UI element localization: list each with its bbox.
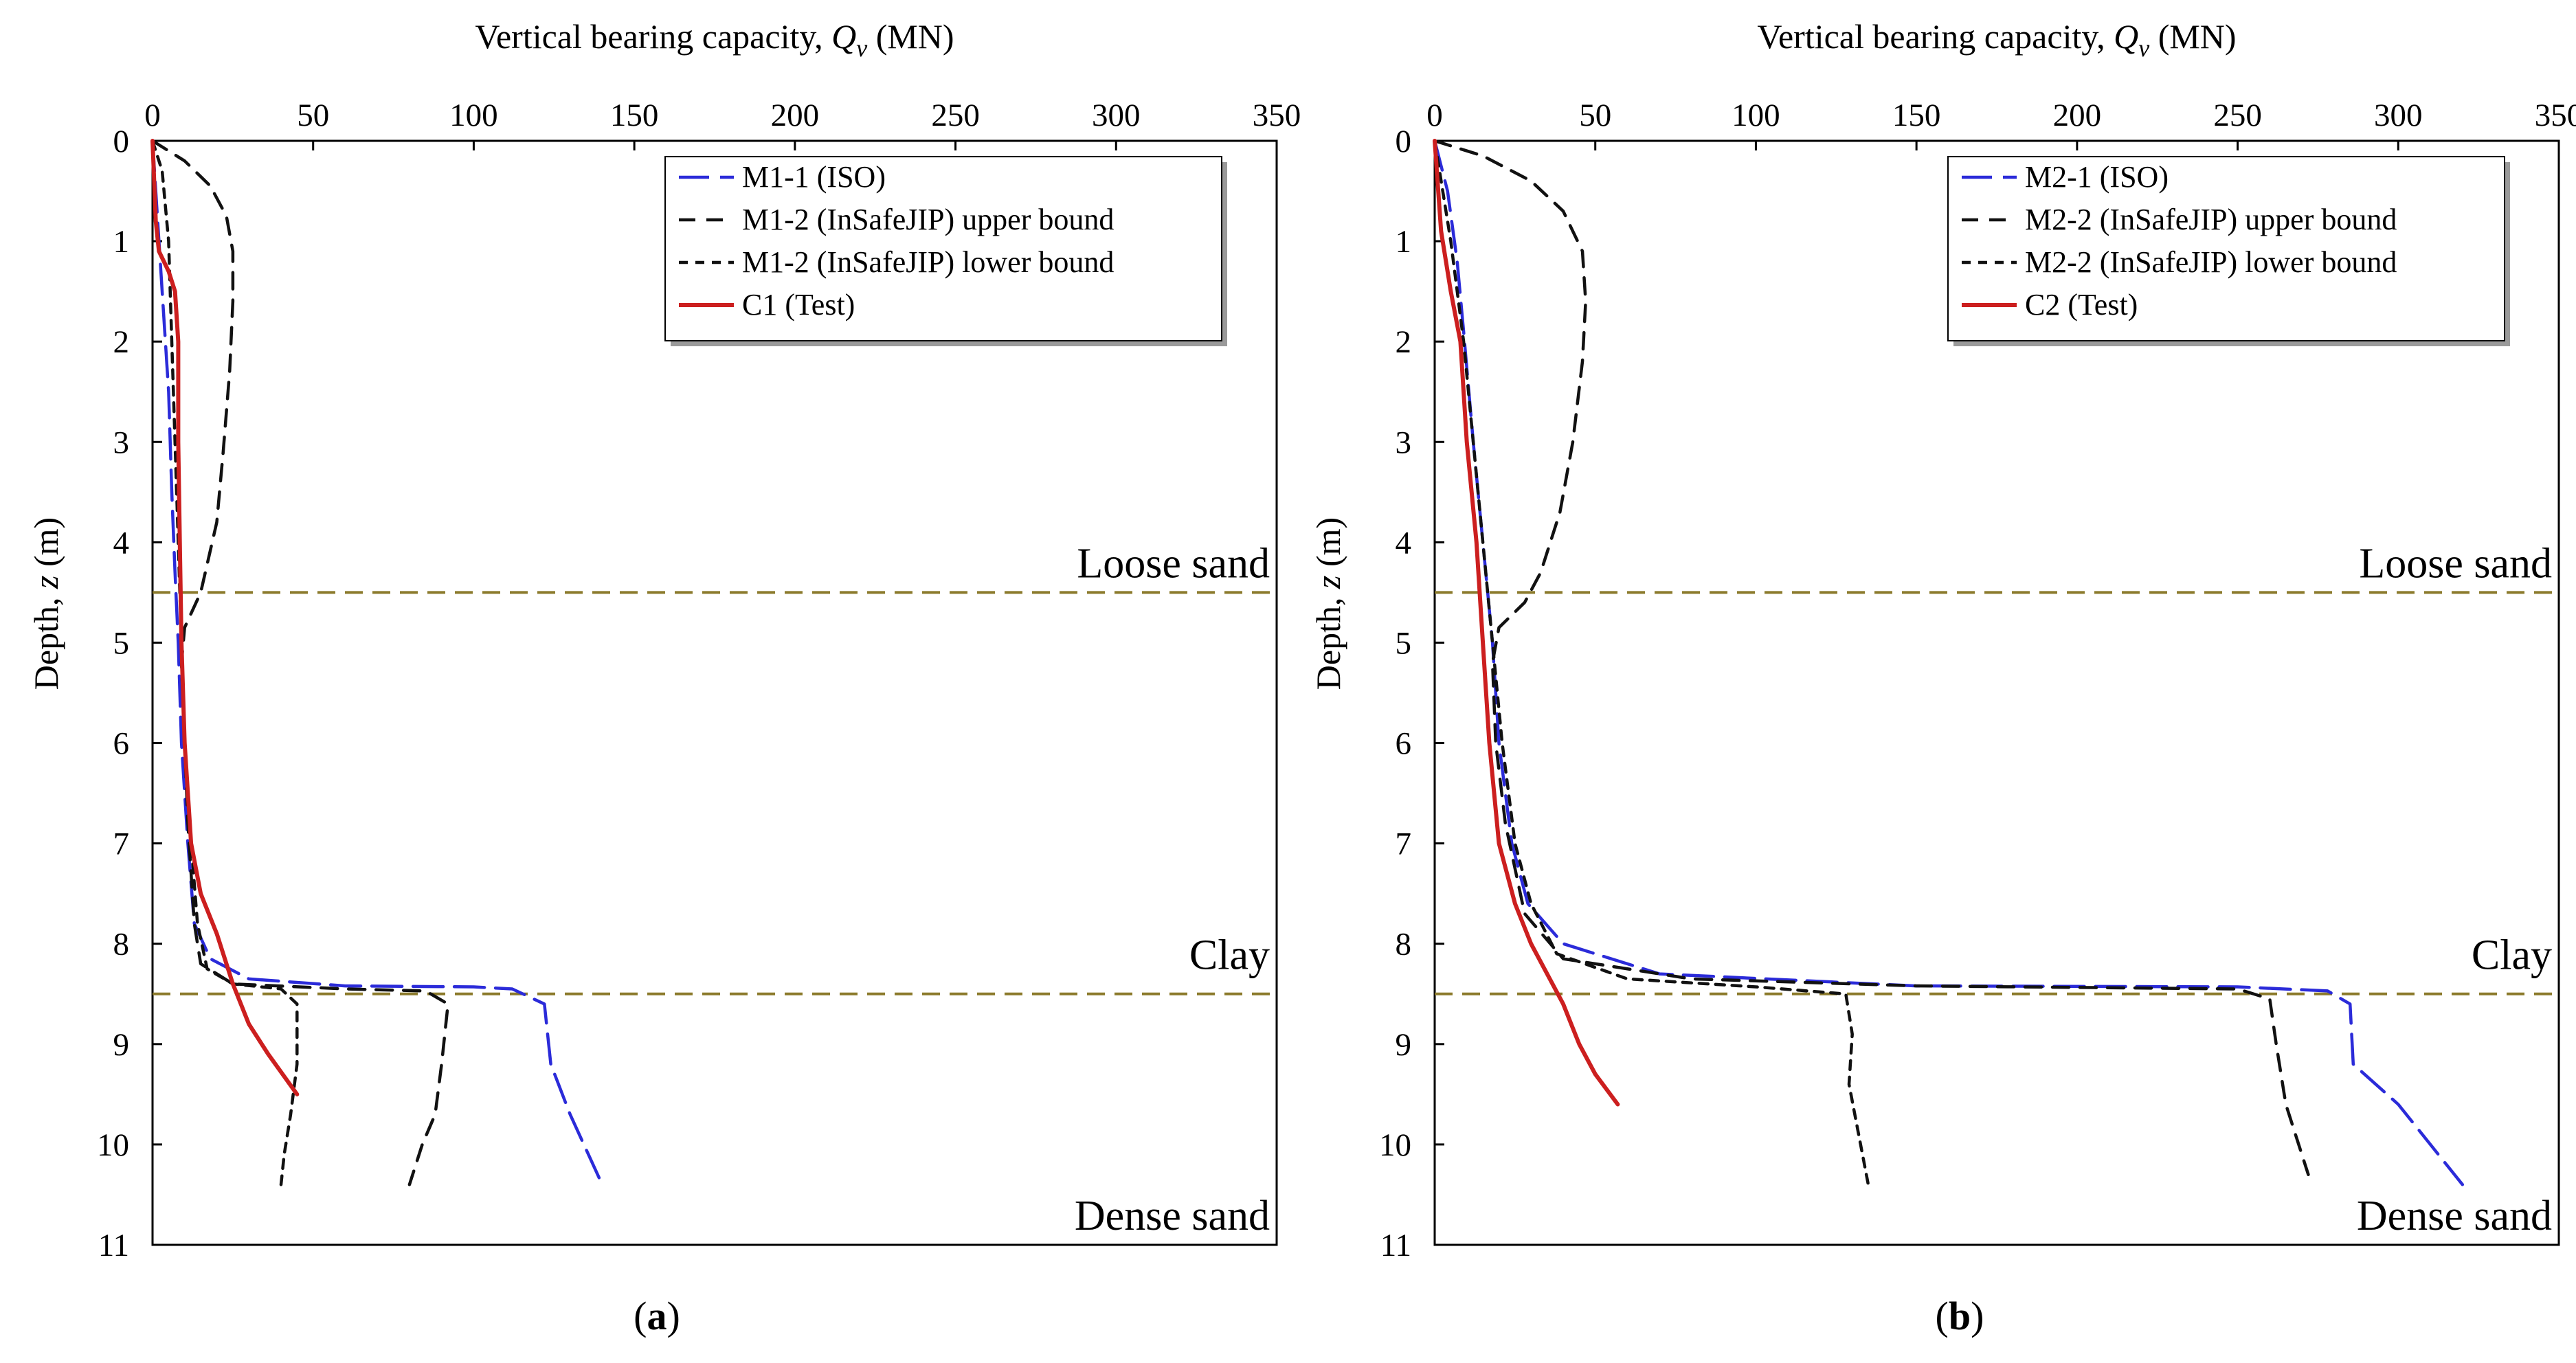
y-axis-unit: (m) — [27, 517, 65, 576]
x-tick-label: 100 — [449, 98, 498, 133]
series-line-m1-2-insafejip-upper-bound — [150, 139, 450, 1186]
chart-panel-a: 0 50 100 150 200 250 300 350 0 1 2 3 4 5 6 7 8 9 10 11 Verti… — [27, 17, 1301, 1338]
layer-label-clay: Clay — [1189, 932, 1270, 978]
legend-label-c2-test: C2 (Test) — [2025, 288, 2138, 322]
x-tick-label: 0 — [1426, 98, 1443, 133]
layer-label-loose-sand: Loose sand — [1077, 541, 1270, 587]
y-tick-label: 1 — [113, 224, 130, 260]
y-tick-label: 8 — [1396, 927, 1412, 962]
series-line-m1-1-iso — [150, 139, 604, 1186]
y-tick-label: 5 — [1396, 625, 1412, 661]
x-tick-label: 200 — [771, 98, 820, 133]
x-tick-label: 350 — [1253, 98, 1301, 133]
legend-label-m1-2-insafejip-upper-bound: M1-2 (InSafeJIP) upper bound — [742, 203, 1114, 236]
x-tick-label: 300 — [2374, 98, 2423, 133]
plot-frame — [1433, 139, 2560, 1246]
x-axis-symbol: Q — [2114, 17, 2138, 56]
layer-label-dense-sand: Dense sand — [2357, 1193, 2552, 1239]
x-axis-title: Vertical bearing capacity, Qv (MN) — [475, 17, 954, 62]
layer-label-clay: Clay — [2472, 932, 2552, 978]
legend-label-m2-2-insafejip-upper-bound: M2-2 (InSafeJIP) upper bound — [2025, 203, 2397, 236]
y-tick-label: 11 — [1380, 1228, 1411, 1263]
y-tick-label: 11 — [98, 1228, 129, 1263]
y-tick-label: 10 — [97, 1127, 129, 1163]
x-tick-label: 150 — [1892, 98, 1941, 133]
y-tick-label: 4 — [113, 525, 130, 561]
y-tick-label: 5 — [113, 625, 130, 661]
panel-label-close: ) — [667, 1294, 680, 1338]
panel-label-open: ( — [634, 1294, 647, 1338]
y-tick-label: 0 — [1396, 124, 1412, 159]
y-axis-unit: (m) — [1309, 517, 1347, 576]
legend-label-c1-test: C1 (Test) — [742, 288, 855, 322]
x-tick-label: 350 — [2535, 98, 2576, 133]
legend-box — [664, 156, 1222, 341]
x-axis-symbol: Q — [831, 17, 856, 56]
y-axis-title: Depth, z (m) — [27, 517, 65, 690]
y-tick-label: 6 — [1396, 726, 1412, 762]
y-tick-label: 2 — [113, 324, 130, 360]
series-line-c2-test — [1433, 139, 1620, 1107]
y-tick-label: 1 — [1396, 224, 1412, 260]
y-tick-label: 2 — [1396, 324, 1412, 360]
x-tick-label: 0 — [144, 98, 161, 133]
x-axis-title: Vertical bearing capacity, Qv (MN) — [1757, 17, 2236, 62]
x-axis-unit: (MN) — [867, 17, 954, 56]
y-tick-label: 6 — [113, 726, 130, 762]
x-axis-unit: (MN) — [2149, 17, 2236, 56]
series-line-c1-test — [150, 139, 300, 1096]
x-tick-label: 250 — [2213, 98, 2262, 133]
x-axis-subscript: v — [856, 34, 867, 62]
legend-label-m2-2-insafejip-lower-bound: M2-2 (InSafeJIP) lower bound — [2025, 245, 2397, 279]
x-axis-subscript: v — [2138, 34, 2149, 62]
x-tick-label: 150 — [610, 98, 659, 133]
y-tick-label: 3 — [1396, 425, 1412, 460]
x-axis-title-text: Vertical bearing capacity, — [475, 17, 831, 56]
y-tick-label: 7 — [113, 826, 130, 862]
legend-label-m2-1-iso: M2-1 (ISO) — [2025, 160, 2169, 194]
x-tick-label: 200 — [2053, 98, 2102, 133]
x-tick-label: 50 — [297, 98, 329, 133]
legend-label-m1-2-insafejip-lower-bound: M1-2 (InSafeJIP) lower bound — [742, 245, 1114, 279]
layer-label-loose-sand: Loose sand — [2359, 541, 2552, 587]
y-axis-title-text: Depth, — [27, 589, 65, 690]
x-tick-label: 250 — [931, 98, 980, 133]
x-tick-label: 100 — [1732, 98, 1780, 133]
y-tick-label: 7 — [1396, 826, 1412, 862]
y-tick-label: 3 — [113, 425, 130, 460]
panel-label: (b) — [1936, 1294, 1984, 1338]
series-line-m2-2-insafejip-upper-bound — [1433, 139, 2310, 1176]
panel-label-letter: a — [647, 1294, 667, 1338]
legend-box — [1947, 156, 2505, 341]
series-line-m1-2-insafejip-lower-bound — [150, 139, 299, 1186]
series-line-m2-2-insafejip-lower-bound — [1433, 139, 1870, 1186]
x-tick-label: 50 — [1579, 98, 1611, 133]
y-axis-symbol: z — [27, 576, 65, 589]
y-tick-label: 8 — [113, 927, 130, 962]
y-axis-title-text: Depth, — [1309, 589, 1347, 690]
x-axis-title-text: Vertical bearing capacity, — [1757, 17, 2114, 56]
panel-label-letter: b — [1949, 1294, 1971, 1338]
y-tick-label: 9 — [1396, 1027, 1412, 1063]
y-axis-symbol: z — [1309, 576, 1347, 589]
series-line-m2-1-iso — [1433, 139, 2465, 1186]
panel-label-close: ) — [1971, 1294, 1984, 1338]
y-axis-title: Depth, z (m) — [1309, 517, 1347, 690]
legend-label-m1-1-iso: M1-1 (ISO) — [742, 160, 886, 194]
panel-label-open: ( — [1936, 1294, 1949, 1338]
y-tick-label: 9 — [113, 1027, 130, 1063]
x-tick-label: 300 — [1092, 98, 1141, 133]
panel-label: (a) — [634, 1294, 680, 1338]
chart-panel-b: 0 50 100 150 200 250 300 350 0 1 2 3 4 5 6 7 8 9 10 11 Verti… — [1309, 17, 2576, 1338]
layer-label-dense-sand: Dense sand — [1075, 1193, 1270, 1239]
y-tick-label: 0 — [113, 124, 130, 159]
y-tick-label: 4 — [1396, 525, 1412, 561]
plot-frame — [151, 139, 1278, 1246]
y-tick-label: 10 — [1379, 1127, 1411, 1163]
